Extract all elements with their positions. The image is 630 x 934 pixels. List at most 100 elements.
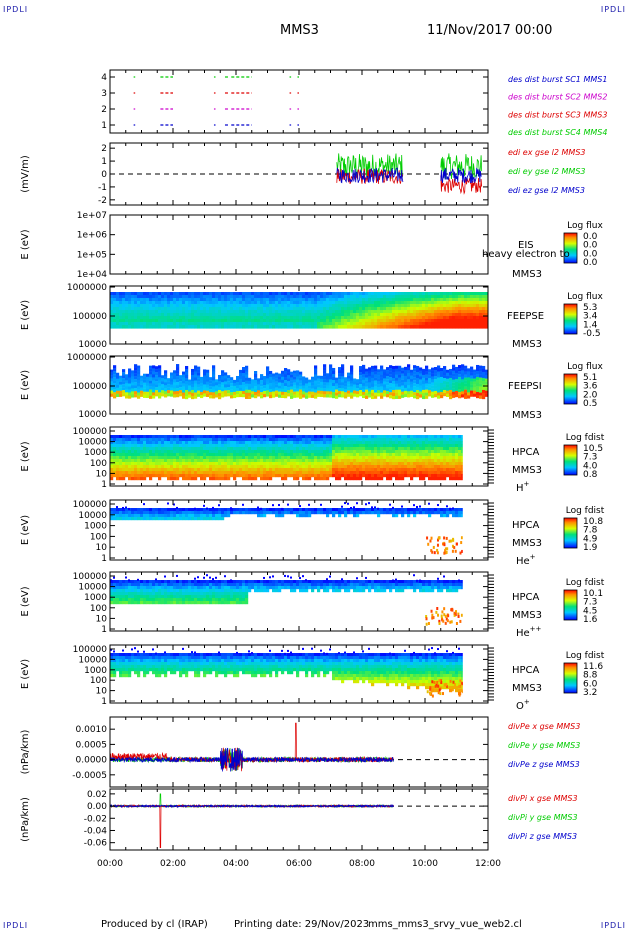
x-tick-label: 10:00 (412, 859, 438, 869)
y-tick-label-burst: 3 (101, 89, 107, 99)
divpe-series (110, 723, 394, 771)
panel-frame-divpi (110, 789, 488, 850)
legend-item-burst: des dist burst SC1 MMS1 (508, 75, 607, 84)
y-tick-label-hpca_hepp: 1000 (84, 593, 107, 603)
footer-produced: Produced by cl (IRAP) (101, 919, 208, 930)
colorbar-title-hpca_hepp: Log fdist (566, 578, 605, 588)
y-tick-label-burst: 4 (101, 73, 107, 83)
colorbar-hpca_h (564, 445, 577, 475)
y-tick-label-hpca_h: 10 (96, 469, 108, 479)
y-tick-label-divpi: -0.06 (84, 839, 108, 849)
y-axis-label-divpe: (nPa/km) (20, 730, 31, 775)
x-tick-label: 12:00 (475, 859, 501, 869)
colorbar-tick-hpca_he: 1.9 (583, 543, 598, 553)
legend-item-burst: des dist burst SC2 MMS2 (508, 93, 607, 102)
legend-item-divpe: divPe y gse MMS3 (508, 741, 580, 750)
y-tick-label-hpca_o: 1000 (84, 666, 107, 676)
legend-item-divpe: divPe x gse MMS3 (508, 722, 580, 731)
colorbar-hpca_o (564, 663, 577, 693)
y-axis-label-hpca_h: E (eV) (20, 441, 31, 471)
y-tick-label-feepsi: 1000000 (67, 353, 107, 363)
y-tick-label-hpca_he: 10000 (78, 511, 107, 521)
legend-item-burst: des dist burst SC3 MMS3 (508, 110, 607, 119)
colorbar-hpca_hepp (564, 590, 577, 620)
spacecraft-label-eis: MMS3 (512, 269, 542, 280)
y-axis-label-hpca_he: E (eV) (20, 515, 31, 545)
y-tick-label-burst: 1 (101, 121, 107, 131)
y-tick-label-hpca_hepp: 1 (101, 625, 107, 635)
y-tick-label-eis: 1e+05 (77, 250, 107, 260)
y-tick-label-divpe: 0.0000 (76, 756, 108, 766)
y-tick-label-hpca_he: 10 (96, 543, 108, 553)
x-tick-label: 04:00 (223, 859, 249, 869)
colorbar-tick-feepse: -0.5 (583, 329, 601, 339)
species-label-hpca_o: O+ (516, 698, 530, 712)
legend-item-divpe: divPe z gse MMS3 (508, 760, 580, 769)
overlay-text-eis: heavy electron to (482, 249, 570, 260)
footer-printing-date: Printing date: 29/Nov/2023 (234, 919, 369, 930)
instrument-label-hpca_o: HPCA (512, 665, 540, 676)
y-tick-label-hpca_hepp: 100000 (73, 572, 108, 582)
y-tick-label-edi: -1 (98, 183, 107, 193)
legend-item-burst: des dist burst SC4 MMS4 (508, 128, 607, 137)
y-tick-label-feepsi: 100000 (73, 382, 108, 392)
spacecraft-label-feepsi: MMS3 (512, 410, 542, 421)
colorbar-title-hpca_o: Log fdist (566, 651, 605, 661)
y-tick-label-divpi: -0.04 (84, 826, 108, 836)
y-tick-label-edi: 1 (101, 157, 107, 167)
colorbar-title-hpca_he: Log fdist (566, 506, 605, 516)
y-axis-label-feepse: E (eV) (20, 300, 31, 330)
legend-item-divpi: divPi x gse MMS3 (508, 794, 578, 803)
colorbar-tick-hpca_h: 0.8 (583, 470, 598, 480)
colorbar-feepse (564, 304, 577, 334)
legend-item-edi: edi ey gse l2 MMS3 (508, 167, 586, 176)
y-axis-label-feepsi: E (eV) (20, 370, 31, 400)
colorbar-title-feepse: Log flux (567, 292, 603, 302)
y-tick-label-feepse: 100000 (73, 312, 108, 322)
panel-frame-burst (110, 70, 488, 133)
spacecraft-label-hpca_o: MMS3 (512, 683, 542, 694)
y-axis-label-edi: (mV/m) (20, 155, 31, 193)
spacecraft-label-hpca_h: MMS3 (512, 465, 542, 476)
y-tick-label-hpca_o: 10 (96, 687, 108, 697)
colorbar-feepsi (564, 374, 577, 404)
y-tick-label-divpe: -0.0005 (72, 771, 107, 781)
y-tick-label-divpi: 0.02 (87, 790, 107, 800)
y-axis-label-hpca_o: E (eV) (20, 659, 31, 689)
legend-item-edi: edi ez gse l2 MMS3 (508, 186, 585, 195)
y-tick-label-hpca_o: 1 (101, 697, 107, 707)
y-tick-label-hpca_he: 100 (90, 532, 107, 542)
y-axis-label-eis: E (eV) (20, 229, 31, 259)
x-tick-label: 02:00 (160, 859, 186, 869)
panel-frame-divpe (110, 717, 488, 787)
colorbar-hpca_he (564, 518, 577, 548)
colorbar-title-eis: Log flux (567, 221, 603, 231)
y-tick-label-eis: 1e+04 (77, 270, 108, 280)
y-tick-label-feepsi: 10000 (78, 410, 107, 420)
y-tick-label-hpca_h: 10000 (78, 438, 107, 448)
y-axis-label-hpca_hepp: E (eV) (20, 586, 31, 616)
y-tick-label-hpca_o: 100 (90, 676, 107, 686)
y-tick-label-burst: 2 (101, 105, 107, 115)
spacecraft-label-hpca_hepp: MMS3 (512, 610, 542, 621)
instrument-label-hpca_he: HPCA (512, 520, 540, 531)
colorbar-title-feepsi: Log flux (567, 362, 603, 372)
instrument-label-hpca_hepp: HPCA (512, 592, 540, 603)
multi-panel-chart: 4 3 2 1 des dist burst SC1 MMS1 des dist burs… (0, 0, 630, 934)
y-tick-label-eis: 1e+06 (77, 231, 108, 241)
y-tick-label-divpi: -0.02 (84, 814, 107, 824)
x-tick-label: 00:00 (97, 859, 123, 869)
y-tick-label-hpca_h: 1000 (84, 448, 107, 458)
y-tick-label-edi: 0 (101, 170, 107, 180)
y-tick-label-feepse: 10000 (78, 340, 107, 350)
colorbar-tick-feepsi: 0.5 (583, 399, 597, 409)
species-label-hpca_hepp: He++ (516, 625, 542, 639)
spacecraft-label-feepse: MMS3 (512, 339, 542, 350)
spacecraft-label-hpca_he: MMS3 (512, 538, 542, 549)
y-tick-label-hpca_h: 100 (90, 459, 107, 469)
y-tick-label-hpca_h: 1 (101, 480, 107, 490)
y-tick-label-hpca_o: 10000 (78, 655, 107, 665)
legend-item-divpi: divPi y gse MMS3 (508, 813, 578, 822)
divpi-series (110, 805, 394, 847)
instrument-label-hpca_h: HPCA (512, 447, 540, 458)
